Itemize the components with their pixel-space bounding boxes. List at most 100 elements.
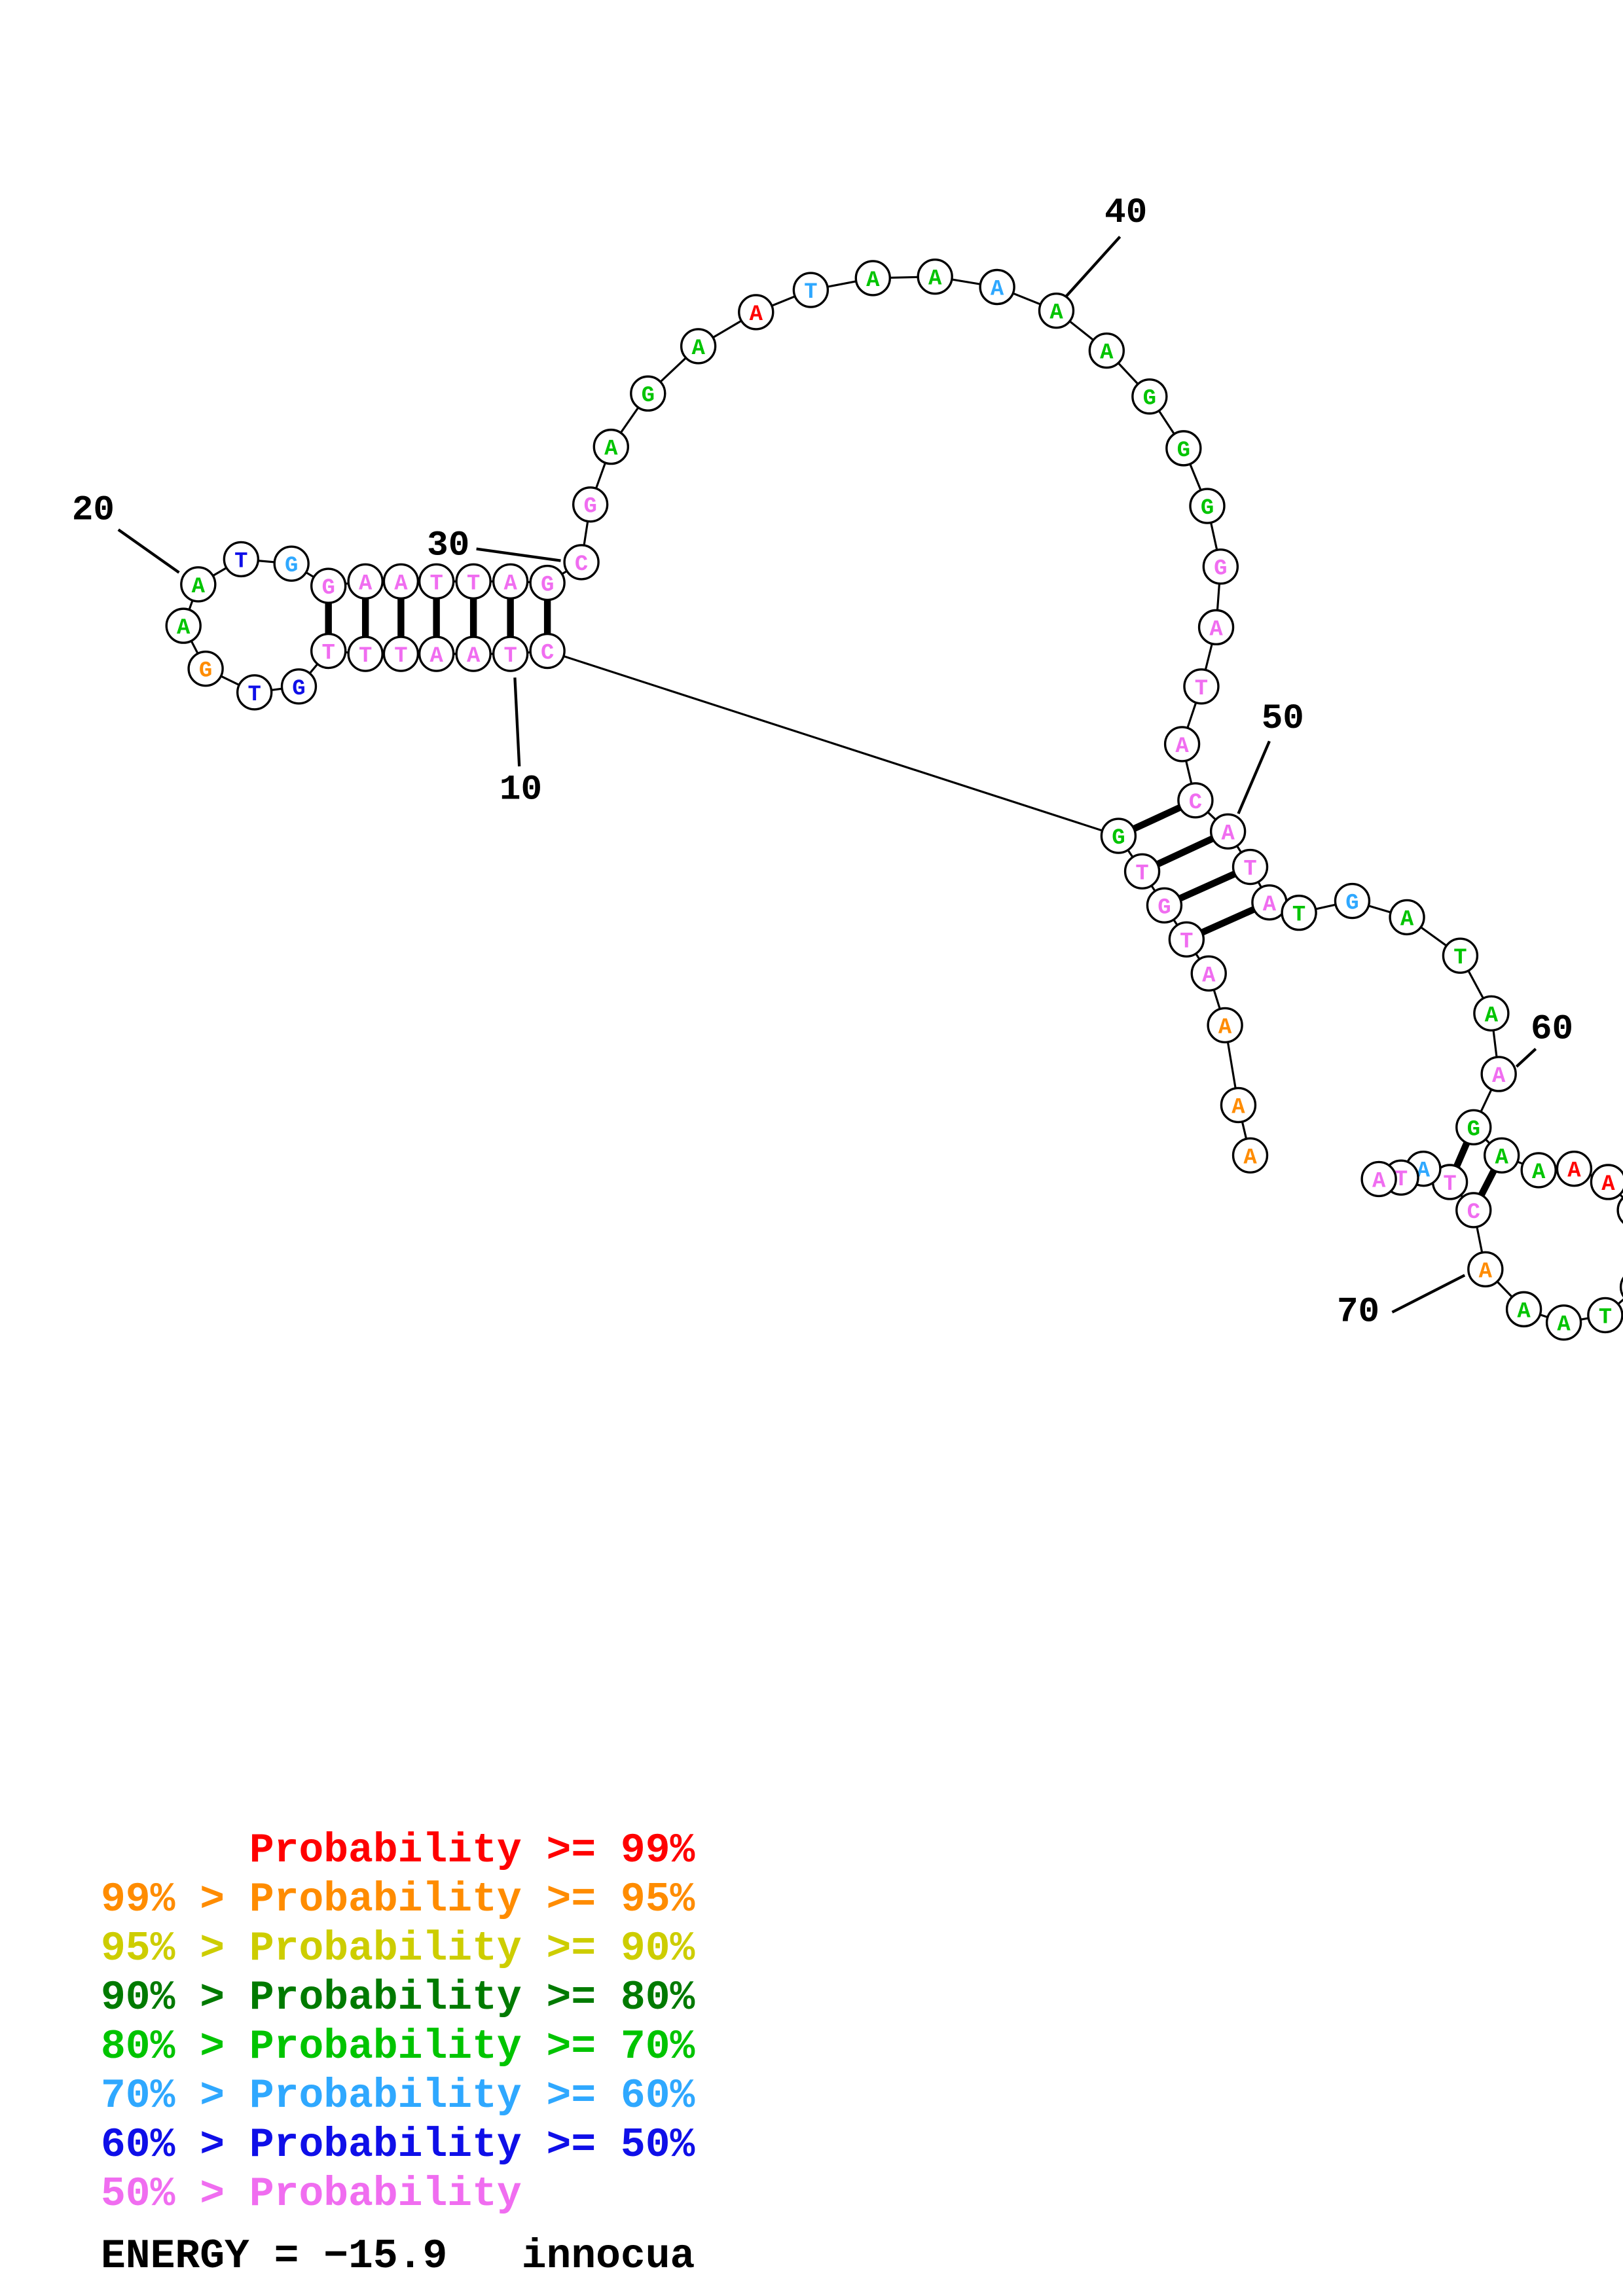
nucleotide-circle <box>1231 848 1269 886</box>
nucleotide-circle <box>917 258 953 295</box>
nucleotide-circle <box>347 563 384 600</box>
nucleotide-34: A <box>680 328 717 365</box>
base-pair-lines <box>325 581 1505 1212</box>
nucleotide-base: A <box>1601 1172 1615 1197</box>
nucleotide-30: C <box>563 544 600 581</box>
nucleotide-62: A <box>1556 1150 1593 1187</box>
nucleotide-base: G <box>1345 891 1359 916</box>
nucleotide-base: G <box>1177 439 1190 463</box>
nucleotide-base: A <box>604 437 618 462</box>
nucleotide-base: G <box>1143 387 1156 412</box>
nucleotide-53: T <box>1281 894 1317 931</box>
nucleotide-base: A <box>1221 821 1235 846</box>
nucleotide-circle <box>630 375 666 412</box>
nucleotide-base: T <box>322 641 335 666</box>
nucleotide-base: G <box>1158 895 1171 920</box>
nucleotide-circle <box>1165 430 1202 467</box>
label-leader-line <box>1515 1047 1537 1068</box>
nucleotide-circle <box>792 272 830 308</box>
nucleotide-circle <box>455 563 492 600</box>
nucleotide-52: A <box>1251 884 1288 921</box>
nucleotide-69: A <box>1505 1291 1542 1328</box>
nucleotide-55: A <box>1389 899 1425 936</box>
nucleotide-47: T <box>1183 668 1220 705</box>
nucleotide-37: A <box>854 260 891 296</box>
nucleotide-39: A <box>979 268 1015 306</box>
nucleotide-71: C <box>1455 1192 1492 1229</box>
nucleotide-13: T <box>382 636 420 672</box>
nucleotide-circle <box>1146 887 1183 924</box>
legend-line-3: 95% > Probability >= 90% <box>101 1926 695 1972</box>
label-leader-line <box>476 547 561 562</box>
position-label-20: 20 <box>72 490 115 530</box>
position-label-40: 40 <box>1104 193 1147 233</box>
nucleotide-15: T <box>310 632 347 670</box>
label-leader-line <box>513 677 521 766</box>
nucleotide-circle <box>1197 609 1235 646</box>
nucleotide-base: A <box>1372 1169 1386 1194</box>
nucleotide-circle <box>187 650 224 687</box>
nucleotide-circle <box>979 268 1015 306</box>
nucleotide-49: C <box>1177 782 1214 819</box>
nucleotide-circle <box>563 544 600 581</box>
position-label-30: 30 <box>427 526 469 566</box>
nucleotide-base: G <box>583 495 596 520</box>
nucleotide-circle <box>455 636 492 672</box>
nucleotide-base: A <box>1263 893 1277 918</box>
nucleotide-circle <box>529 564 566 601</box>
nucleotide-circle <box>1455 1192 1492 1229</box>
nucleotide-circle <box>1209 813 1247 850</box>
nucleotide-68: A <box>1545 1304 1582 1341</box>
nucleotide-base: A <box>928 267 942 292</box>
nucleotide-base: A <box>1567 1159 1581 1184</box>
nucleotide-circle <box>1038 292 1075 329</box>
nucleotide-9: C <box>529 632 566 670</box>
nucleotide-base: T <box>1599 1305 1612 1330</box>
nucleotide-base: A <box>467 644 481 669</box>
legend-line-8: 50% > Probability <box>101 2171 522 2217</box>
nucleotide-circle <box>280 668 318 705</box>
nucleotide-circle <box>223 541 260 578</box>
nucleotide-67: T <box>1587 1297 1623 1334</box>
nucleotide-base: A <box>1243 1145 1257 1170</box>
nucleotide-57: A <box>1473 995 1510 1032</box>
nucleotide-35: A <box>738 294 775 331</box>
nucleotide-base: A <box>1100 341 1114 366</box>
nucleotide-54: G <box>1334 882 1371 920</box>
nucleotide-base: T <box>467 571 480 596</box>
nucleotide-circle <box>1334 882 1371 920</box>
nucleotide-base: A <box>1417 1159 1431 1184</box>
nucleotide-base: A <box>1400 907 1414 932</box>
nucleotide-base: T <box>248 683 261 708</box>
nucleotide-circle <box>1168 921 1205 958</box>
nucleotide-base: A <box>1209 617 1223 642</box>
nucleotide-18: G <box>187 650 224 687</box>
nucleotide-6: G <box>1146 887 1183 924</box>
nucleotide-circle <box>310 632 347 670</box>
nucleotide-23: G <box>310 567 347 604</box>
nucleotide-base: A <box>1557 1313 1571 1338</box>
nucleotide-circle <box>1207 1007 1243 1044</box>
nucleotide-4: A <box>1190 955 1227 992</box>
legend-line-2: 99% > Probability >= 95% <box>101 1876 695 1923</box>
position-label-70: 70 <box>1337 1292 1379 1332</box>
nucleotide-circle <box>1590 1164 1623 1200</box>
label-leader-line <box>1064 236 1122 298</box>
nucleotide-circle <box>382 563 420 600</box>
nucleotide-1: A <box>1231 1137 1269 1174</box>
nucleotide-2: A <box>1220 1086 1257 1124</box>
nucleotide-10: T <box>492 636 529 672</box>
nucleotide-base: A <box>991 277 1004 302</box>
nucleotide-base: G <box>1214 557 1227 582</box>
nucleotide-circle <box>1484 1137 1520 1174</box>
nucleotide-circle <box>1131 378 1168 415</box>
nucleotide-base: T <box>1453 946 1467 971</box>
nucleotide-base: A <box>1492 1064 1506 1089</box>
nucleotide-circle <box>1389 899 1425 936</box>
nucleotide-base: G <box>285 554 298 579</box>
nucleotide-70: A <box>1467 1251 1504 1288</box>
nucleotide-circle <box>1281 894 1317 931</box>
nucleotide-base: A <box>1479 1259 1493 1284</box>
